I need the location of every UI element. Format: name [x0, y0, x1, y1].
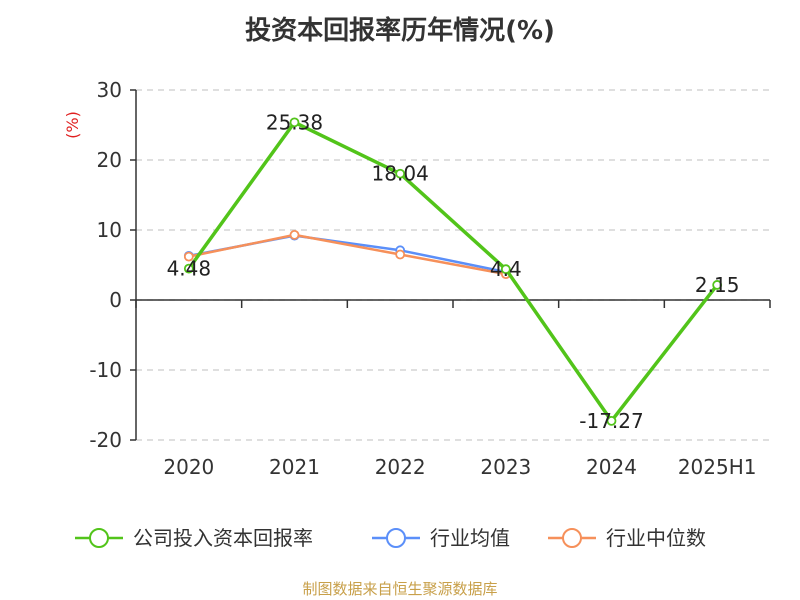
- legend-marker: [562, 528, 582, 548]
- data-point: [183, 263, 194, 274]
- y-tick-label: -10: [89, 358, 122, 382]
- x-tick-label: 2024: [586, 455, 637, 479]
- series-line: [187, 120, 719, 423]
- data-label: 4.48: [167, 257, 212, 281]
- axes: 30 20 10 0 -10 -20 (%) 2020 2021 2022 2023 2024 2025…: [63, 78, 771, 479]
- data-point: [289, 229, 300, 240]
- data-point: [395, 168, 406, 179]
- series-line: [188, 233, 507, 276]
- y-tick-label: 10: [97, 218, 122, 242]
- data-point: [289, 117, 300, 128]
- series-lines: [183, 117, 723, 426]
- data-label: -17.27: [579, 409, 643, 433]
- y-tick-label: 20: [97, 148, 122, 172]
- x-tick-label: 2022: [375, 455, 426, 479]
- data-label: 2.15: [695, 273, 740, 297]
- data-point: [712, 280, 723, 290]
- data-label: 4.4: [490, 257, 522, 281]
- chart-title: 投资本回报率历年情况(%): [245, 16, 555, 46]
- legend-label: 行业均值: [430, 526, 510, 550]
- y-tick-label: -20: [89, 428, 122, 452]
- x-tick-label: 2025H1: [678, 455, 757, 479]
- x-tick-label: 2020: [163, 455, 214, 479]
- data-point: [395, 249, 406, 260]
- y-tick-label: 30: [97, 78, 122, 102]
- data-label: 18.04: [372, 162, 429, 186]
- data-point: [606, 415, 617, 426]
- data-labels: 4.48 25.38 18.04 4.4 -17.27 2.15: [167, 110, 740, 433]
- data-label: 25.38: [266, 110, 323, 134]
- y-tick-label: 0: [109, 288, 122, 312]
- data-point: [500, 264, 511, 275]
- footer-credit: 制图数据来自恒生聚源数据库: [302, 580, 498, 598]
- legend-label: 行业中位数: [606, 526, 706, 550]
- x-tick-label: 2021: [269, 455, 320, 479]
- legend: 公司投入资本回报率 行业均值 行业中位数: [75, 526, 706, 550]
- x-tick-label: 2023: [480, 455, 531, 479]
- legend-marker: [89, 528, 109, 548]
- y-axis-unit-label: (%): [63, 111, 82, 139]
- legend-marker: [386, 528, 406, 548]
- data-point: [183, 251, 194, 262]
- legend-label: 公司投入资本回报率: [133, 526, 313, 550]
